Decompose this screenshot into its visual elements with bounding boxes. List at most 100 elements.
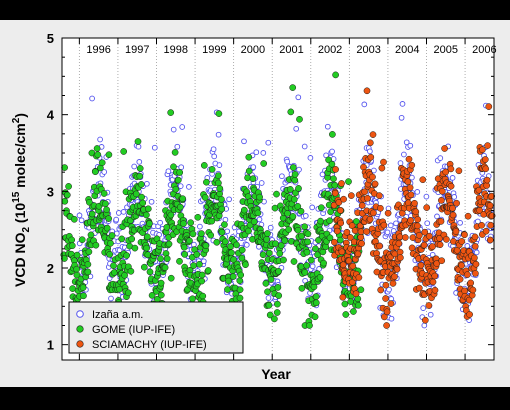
data-point [429, 278, 437, 286]
data-point [298, 232, 305, 240]
data-point [263, 235, 271, 243]
data-point [106, 251, 114, 258]
data-point [431, 286, 439, 294]
data-point [102, 200, 109, 208]
data-point [384, 229, 391, 236]
data-point [291, 171, 299, 178]
data-point [366, 139, 374, 147]
data-point [354, 250, 362, 258]
data-point [287, 108, 295, 116]
data-point [221, 238, 229, 246]
data-point [345, 178, 352, 185]
data-point [483, 176, 491, 184]
data-point [253, 149, 260, 156]
data-point [427, 311, 434, 318]
data-point [317, 217, 324, 225]
data-point [272, 240, 279, 248]
data-point [138, 193, 145, 201]
data-point [177, 183, 184, 189]
data-point [322, 243, 330, 251]
data-point [249, 175, 257, 183]
data-point [407, 217, 414, 224]
data-point [407, 142, 414, 149]
data-point [148, 198, 155, 205]
data-point [108, 295, 114, 302]
data-point [421, 322, 428, 329]
data-point [306, 322, 313, 329]
data-point [415, 231, 423, 239]
data-point [331, 189, 339, 197]
data-point [265, 301, 273, 309]
data-point [320, 259, 327, 267]
data-point [264, 288, 271, 296]
year-label: 2003 [356, 44, 380, 56]
data-point [92, 241, 100, 249]
data-point [405, 155, 413, 163]
year-label: 2004 [395, 44, 419, 56]
data-point [118, 235, 126, 243]
data-point [406, 184, 414, 191]
legend-marker-izana [76, 310, 84, 318]
data-point [447, 182, 455, 190]
data-point [408, 244, 416, 252]
data-point [438, 257, 446, 265]
data-point [387, 222, 394, 229]
data-point [408, 161, 416, 169]
data-point [73, 265, 80, 273]
data-point [330, 156, 337, 162]
data-point [312, 245, 319, 253]
data-point [176, 203, 184, 211]
data-point [388, 315, 395, 322]
data-point [256, 243, 262, 250]
data-point [165, 240, 173, 248]
data-point [110, 262, 117, 270]
data-point [311, 313, 319, 321]
data-point [417, 261, 425, 269]
data-point [438, 187, 446, 195]
data-point [218, 205, 226, 213]
data-point [148, 292, 156, 299]
data-point [332, 71, 339, 79]
data-point [304, 238, 311, 246]
data-point [284, 210, 291, 217]
data-point [216, 162, 223, 168]
data-point [350, 308, 357, 315]
data-point [381, 313, 388, 321]
data-point [363, 228, 370, 235]
data-point [303, 262, 311, 269]
data-point [274, 284, 282, 291]
data-point [336, 236, 344, 244]
data-point [339, 293, 347, 301]
data-point [357, 233, 365, 241]
data-point [296, 115, 303, 123]
data-point [215, 110, 223, 117]
data-point [63, 191, 71, 199]
data-point [329, 131, 336, 138]
year-labels: 1996 1997 1998 1999 2000 2001 2002 2003 2004 2005… [86, 44, 496, 56]
data-point [378, 164, 386, 172]
year-label: 1999 [202, 44, 226, 56]
year-label: 2002 [318, 44, 342, 56]
data-point [176, 257, 183, 265]
data-point [236, 286, 244, 294]
data-point [181, 251, 189, 258]
data-point [371, 167, 377, 174]
data-point [266, 311, 274, 319]
data-point [329, 148, 335, 155]
data-point [203, 178, 210, 186]
data-point [98, 159, 106, 167]
data-point [218, 228, 226, 236]
data-point [100, 190, 108, 197]
data-point [291, 176, 299, 184]
data-point [420, 305, 427, 311]
data-point [136, 172, 144, 180]
y-axis-label: VCD NO2 (1015 molec/cm2) [11, 113, 32, 287]
data-point [309, 204, 316, 211]
data-point [265, 295, 272, 301]
data-point [180, 243, 188, 251]
data-point [131, 163, 138, 170]
data-point [186, 184, 192, 190]
data-point [328, 160, 336, 168]
data-point [211, 153, 218, 160]
